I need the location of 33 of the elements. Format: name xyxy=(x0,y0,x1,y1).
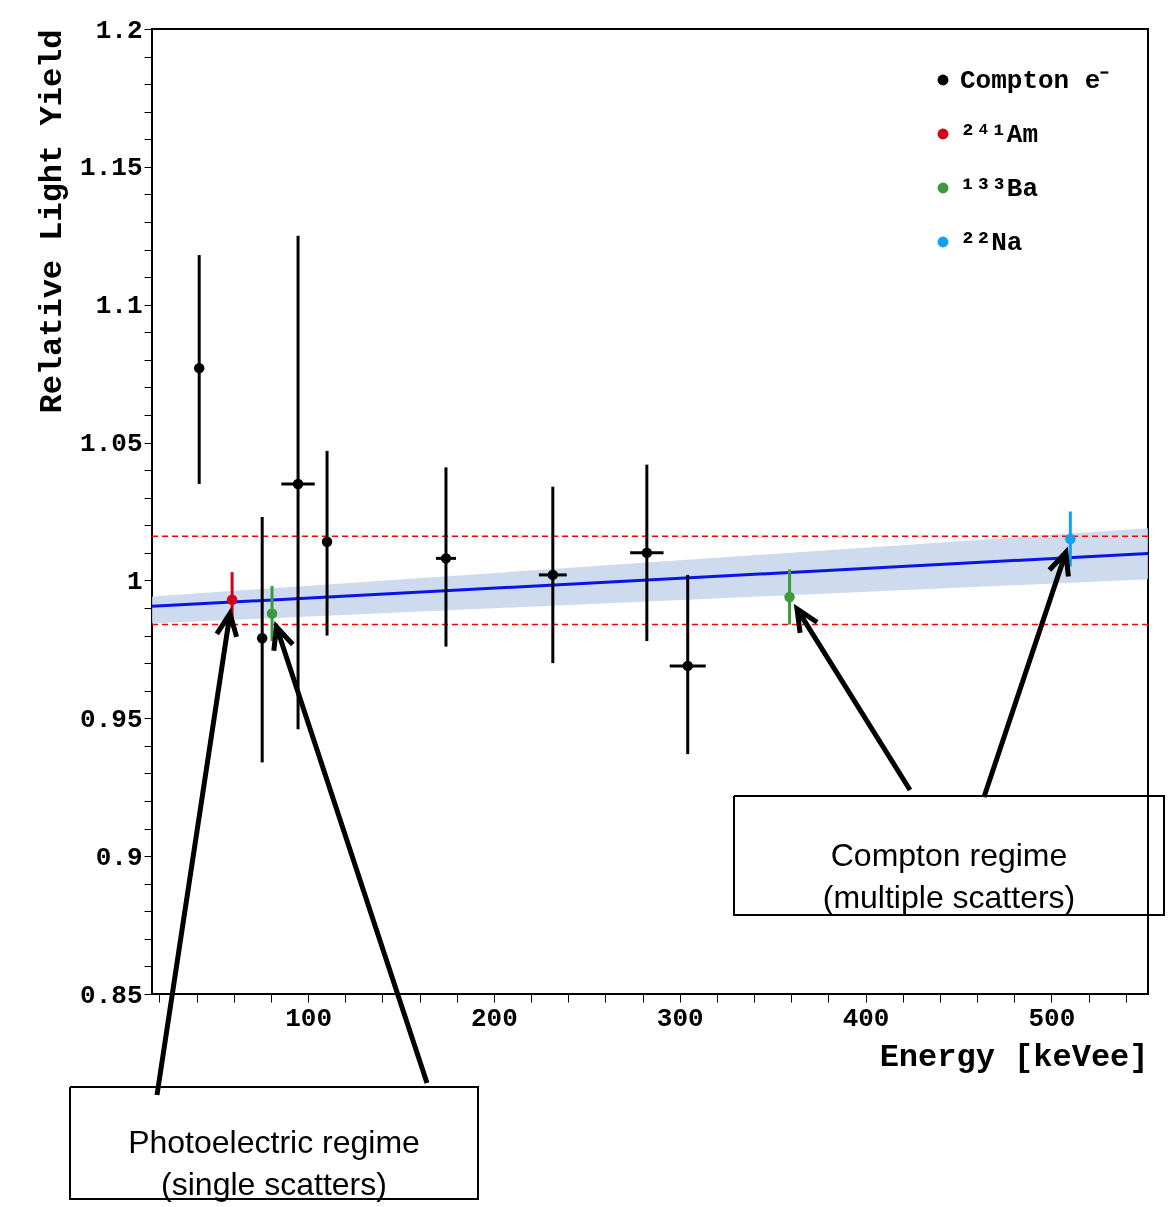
point xyxy=(266,608,278,619)
y-axis-title: Relative Light Yield xyxy=(34,29,72,414)
annotation: Compton regime (multiple scatters) xyxy=(822,836,1076,915)
y-tick-label: 0.95 xyxy=(80,704,143,735)
x-tick-label: 100 xyxy=(285,1003,332,1034)
point xyxy=(547,569,559,581)
y-tick-label: 1 xyxy=(126,566,143,597)
point xyxy=(682,660,693,672)
legend-label: ¹³³Ba xyxy=(960,174,1039,204)
point xyxy=(784,591,795,603)
legend-label: Compton e⁻ xyxy=(960,66,1110,96)
y-tick-label: 0.85 xyxy=(80,980,143,1011)
x-tick-label: 500 xyxy=(1028,1003,1076,1034)
text: Photoelectric regime (single scatters) xyxy=(128,1124,420,1202)
point xyxy=(1065,533,1076,545)
y-tick-label: 0.9 xyxy=(95,842,143,873)
point xyxy=(641,547,653,559)
y-tick-label: 1.2 xyxy=(95,15,143,46)
point xyxy=(193,362,205,374)
x-tick-label: 400 xyxy=(842,1003,890,1034)
y-tick-label: 1.15 xyxy=(80,153,143,184)
point xyxy=(440,553,452,564)
y-tick-label: 1.1 xyxy=(95,291,143,322)
point xyxy=(292,478,304,490)
point xyxy=(226,594,238,605)
x-tick-label: 300 xyxy=(656,1003,704,1034)
y-tick-label: 1.05 xyxy=(80,429,143,460)
legend-label: ²²Na xyxy=(960,228,1023,258)
point xyxy=(321,536,333,548)
point xyxy=(256,633,268,644)
x-axis-title: Energy [keVee] xyxy=(879,1038,1149,1076)
legend-label: ²⁴¹Am xyxy=(960,120,1039,150)
x-tick-label: 200 xyxy=(471,1003,518,1034)
